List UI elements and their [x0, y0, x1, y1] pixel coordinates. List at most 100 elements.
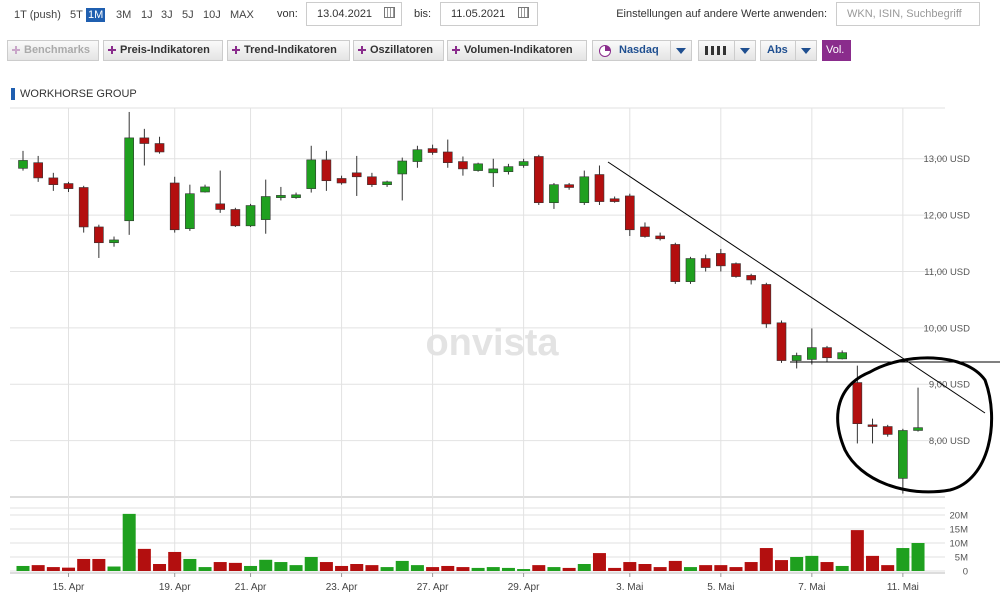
title-marker — [11, 88, 15, 100]
range-button[interactable]: 1M — [86, 8, 106, 22]
candle-body — [776, 322, 787, 361]
volume-bar — [31, 565, 45, 571]
candle-body — [700, 258, 711, 268]
candle-body — [336, 178, 347, 184]
candle-body — [276, 195, 286, 198]
range-button[interactable]: MAX — [230, 9, 254, 21]
dropdown-arrow — [670, 41, 691, 60]
candle-body — [200, 186, 210, 193]
y-tick-label: 9,00 USD — [929, 380, 970, 391]
chart-type-dropdown[interactable] — [698, 40, 756, 61]
volume-bar — [911, 543, 925, 571]
y-tick-label: 15M — [950, 525, 969, 536]
candle-body — [185, 193, 195, 229]
volume-bar — [683, 567, 697, 571]
volume-bar — [380, 567, 394, 571]
range-button[interactable]: 3J — [161, 9, 173, 21]
volume-bar — [441, 565, 455, 571]
volume-bar — [668, 560, 682, 571]
volume-bar — [304, 557, 318, 571]
candle-body — [731, 263, 741, 277]
volume-toggle[interactable]: Vol. — [822, 40, 851, 61]
from-date[interactable]: 13.04.2021 — [306, 2, 402, 26]
calendar-icon[interactable] — [384, 7, 395, 18]
search-input[interactable]: WKN, ISIN, Suchbegriff — [836, 2, 980, 26]
candle-body — [579, 176, 590, 204]
volume-bar — [137, 548, 151, 571]
range-button[interactable]: 1T (push) — [14, 9, 61, 21]
range-button[interactable]: 10J — [203, 9, 221, 21]
volume-bar — [744, 562, 758, 571]
x-tick-label: 19. Apr — [159, 582, 191, 593]
volume-bar — [790, 557, 804, 571]
volume-bar — [426, 567, 440, 571]
volume-bar — [274, 562, 288, 571]
candle-body — [367, 176, 377, 185]
candle-body — [382, 181, 392, 185]
volume-bar — [653, 567, 667, 571]
candle-body — [716, 253, 726, 267]
range-button[interactable]: 3M — [116, 9, 132, 21]
candle-body — [124, 137, 134, 222]
y-tick-label: 0 — [963, 567, 968, 578]
volume-bar — [775, 560, 788, 571]
range-button[interactable]: 5T — [70, 9, 83, 21]
indicator-button[interactable]: Preis-Indikatoren — [103, 40, 223, 61]
indicator-button[interactable]: Volumen-Indikatoren — [447, 40, 587, 61]
range-button[interactable]: 5J — [182, 9, 194, 21]
button-label: Volumen-Indikatoren — [464, 44, 573, 56]
candle-body — [18, 160, 28, 169]
candle-body — [306, 159, 317, 189]
range-button[interactable]: 1J — [141, 9, 153, 21]
x-tick-label: 3. Mai — [616, 582, 643, 593]
x-tick-label: 29. Apr — [508, 582, 540, 593]
volume-bar — [820, 562, 834, 571]
benchmark-dropdown[interactable]: Nasdaq — [592, 40, 692, 61]
calendar-icon[interactable] — [518, 7, 529, 18]
candle-body — [898, 430, 908, 479]
plus-icon — [12, 46, 20, 54]
candle-body — [518, 161, 529, 166]
indicator-button[interactable]: Trend-Indikatoren — [227, 40, 350, 61]
candle-body — [154, 143, 165, 153]
indicator-button[interactable]: Oszillatoren — [353, 40, 444, 61]
volume-bar — [319, 562, 333, 571]
volume-bar — [850, 530, 864, 571]
volume-bar — [866, 555, 880, 571]
volume-bar — [835, 565, 849, 571]
plus-icon — [452, 46, 460, 54]
y-tick-label: 13,00 USD — [924, 154, 971, 165]
volume-bar — [183, 558, 197, 571]
volume-bar — [92, 558, 106, 571]
user-drawing — [607, 161, 1000, 494]
chart-title: WORKHORSE GROUP — [20, 88, 137, 100]
candle-body — [503, 166, 514, 173]
volume-bar — [122, 513, 136, 571]
volume-bar — [638, 564, 652, 571]
indicator-button[interactable]: Benchmarks — [7, 40, 99, 61]
candle-body — [412, 149, 423, 162]
dropdown-arrow — [734, 41, 755, 60]
candle-body — [807, 347, 817, 360]
volume-bar — [699, 565, 713, 571]
x-tick-label: 15. Apr — [53, 582, 85, 593]
volume-bar — [577, 564, 591, 571]
candle-body — [109, 239, 119, 244]
plus-icon — [232, 46, 240, 54]
candle-body — [442, 151, 453, 163]
scale-dropdown[interactable]: Abs — [760, 40, 817, 61]
pie-icon — [599, 45, 611, 57]
volume-bar — [107, 566, 121, 571]
volume-bar — [517, 569, 531, 571]
from-label: von: — [277, 8, 298, 20]
candle-body — [397, 160, 408, 175]
candle-body — [245, 205, 256, 227]
candle-body — [533, 156, 544, 204]
volume-bar — [456, 567, 470, 571]
to-label: bis: — [414, 8, 432, 20]
volume-bar — [501, 567, 515, 571]
benchmark-label: Nasdaq — [619, 44, 659, 56]
candle-body — [882, 426, 893, 435]
x-tick-label: 5. Mai — [707, 582, 734, 593]
